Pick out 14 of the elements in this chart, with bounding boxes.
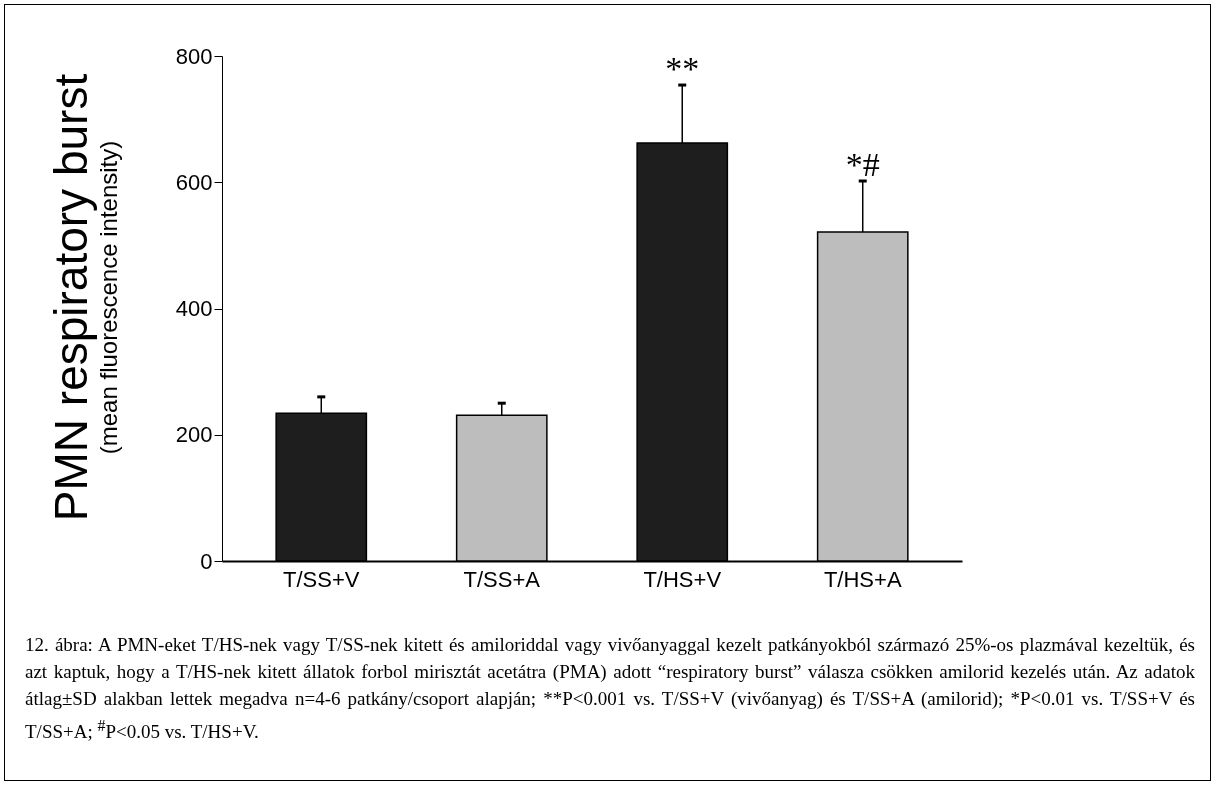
x-tick-label: T/SS+A [463,566,541,592]
y-tick-label: 200 [175,422,213,448]
text: 12. ábra: A PMN-eket T/HS-nek vagy T/SS-nek kitett és amiloriddal vagy vivőanyaggal kezelt patkányokból származó 25%-os plazmával kezeltük, és azt kaptuk, hogy a T/HS-nek kitett állatok forbol mirisztát acetátra (PMA) adott “respiratory burst” válasza csökken amilorid kezelés után. Az adatok átlag±SD alakban lettek megadva n=4-6 patkány/csoport alapján; **P<0.001 vs. T/SS+V (vivőanyag) és T/SS+A (amilorid); *P<0.01 vs. T/SS+V és T/SS+A; $^{#}$P<0.05 vs. T/HS+V. [25,633,1195,745]
figure-frame: T/SS+V T/SS+A T/HS+V T/HS+A 0 200 400 600 800 ** *# PMN respiratory burst (mean fluorescence intensity) 12. ábra: A PMN-eket T/HS-nek vagy T/SS-nek kitett és amiloriddal vagy vivőanyaggal kezelt patkányokból származó 25%-os plazmával kezeltük, és azt kaptuk, hogy a T/HS-nek kitett állatok forbol mirisztát acetátra (PMA) adott “respiratory burst” válasza csökken amilorid kezelés után. Az adatok átlag±SD alakban lettek megadva n=4-6 patkány/csoport alapján; **P<0.001 vs. T/SS+V (vivőanyag) és T/SS+A (amilorid); *P<0.01 vs. T/SS+V és T/SS+A; $^{#}$P<0.05 vs. T/HS+V. [4,4,1211,781]
annotation: *# [845,145,880,183]
y-tick-label: 0 [200,548,213,574]
y-tick-label: 800 [175,43,213,69]
y-tick-label: 400 [175,296,213,321]
y-axis-title: PMN respiratory burst (mean fluorescence intensity) [45,73,122,522]
x-tick-label: T/SS+V [283,566,360,592]
y-tick-label: 600 [175,169,213,195]
annotation: ** [665,50,700,88]
x-tick-label: T/HS+A [823,566,902,592]
x-tick-label: T/HS+V [643,566,722,592]
